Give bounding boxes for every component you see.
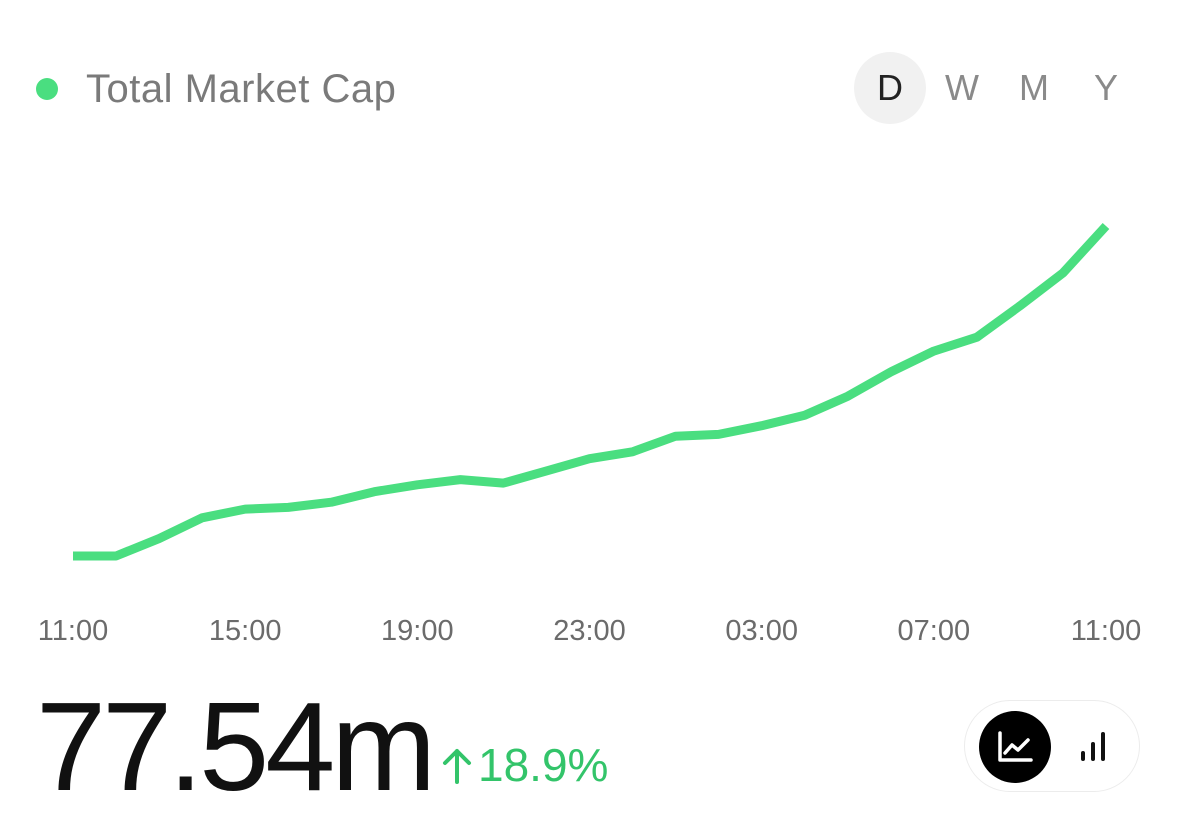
x-tick-label: 11:00 xyxy=(1071,615,1141,647)
x-tick-label: 07:00 xyxy=(898,615,971,647)
line-chart-icon xyxy=(998,731,1033,762)
x-tick-label: 15:00 xyxy=(209,615,282,647)
x-tick-label: 23:00 xyxy=(553,615,626,647)
chart-header: Total Market Cap xyxy=(36,62,396,116)
range-tab-day[interactable]: D xyxy=(854,52,926,124)
arrow-up-icon xyxy=(443,749,471,784)
range-tab-month[interactable]: M xyxy=(1019,67,1049,108)
range-tab-year[interactable]: Y xyxy=(1093,67,1118,108)
range-tab-week[interactable]: W xyxy=(945,67,979,108)
line-chart-toggle[interactable] xyxy=(979,711,1051,783)
x-tick-label: 11:00 xyxy=(38,615,108,647)
x-tick-label: 19:00 xyxy=(381,615,454,647)
line-layer xyxy=(72,222,1110,561)
range-tabs: D W M Y xyxy=(854,52,1142,124)
bar-chart-toggle[interactable] xyxy=(1057,711,1129,783)
bar-chart-icon xyxy=(1081,732,1105,761)
chart-type-toggle xyxy=(964,700,1140,792)
series-line xyxy=(73,222,1110,561)
x-axis-ticks: 11:00 15:00 19:00 23:00 03:00 07:00 11:00 xyxy=(38,615,1141,647)
change-indicator: 18.9% xyxy=(440,738,608,792)
change-percent: 18.9% xyxy=(478,739,609,791)
chart-title: Total Market Cap xyxy=(86,66,397,111)
current-value: 77.54m xyxy=(36,676,436,817)
legend-dot xyxy=(36,78,58,100)
x-tick-label: 03:00 xyxy=(725,615,798,647)
